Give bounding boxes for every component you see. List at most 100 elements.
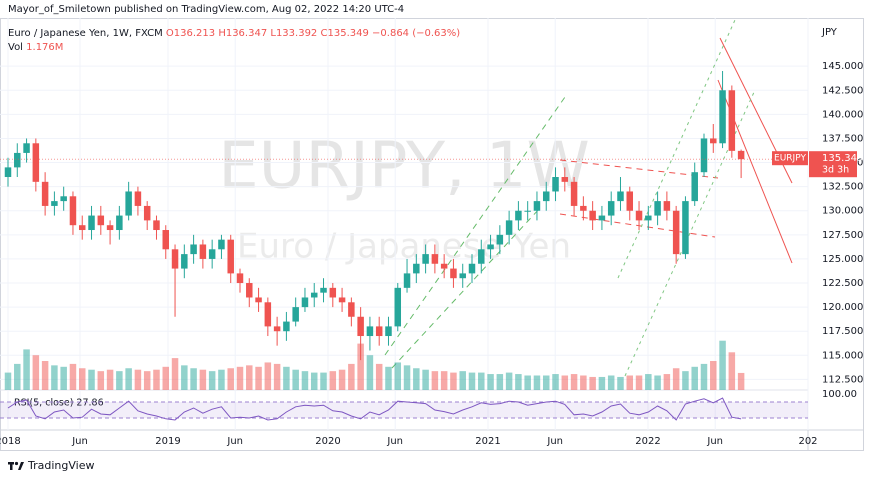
price-label-bg: [809, 151, 857, 178]
volume-bar: [598, 376, 606, 390]
candle-body: [570, 181, 578, 206]
volume-bar: [143, 371, 151, 390]
volume-bar: [617, 376, 624, 390]
y-tick-label: 122.500: [822, 278, 863, 289]
candle-body: [283, 321, 290, 332]
y-tick-label: 127.500: [822, 230, 863, 241]
countdown-label: 3d 3h: [822, 165, 849, 176]
volume-bar: [264, 362, 272, 390]
x-tick-label: Jun: [706, 436, 723, 447]
volume-bar: [515, 374, 522, 390]
y-tick-label: 142.500: [822, 85, 863, 96]
legend-low: L133.392: [270, 28, 318, 39]
x-tick-label: Jun: [546, 436, 563, 447]
volume-bar: [162, 366, 170, 390]
candle-body: [450, 268, 457, 279]
volume-bar: [728, 352, 736, 390]
candle-body: [617, 191, 624, 202]
volume-bar: [496, 374, 504, 390]
candle-body: [88, 215, 95, 231]
volume-bar: [403, 365, 411, 390]
trend-line: [391, 207, 541, 369]
candle-body: [51, 201, 58, 206]
legend: Euro / Japanese Yen, 1W, FXCM O136.213 H…: [8, 28, 460, 39]
volume-bar: [580, 375, 587, 390]
volume-bar: [645, 374, 652, 390]
candle-body: [41, 181, 49, 206]
candle-body: [403, 273, 411, 288]
volume-bar: [468, 372, 476, 390]
candle-body: [700, 138, 708, 173]
legend-symbol: Euro / Japanese Yen, 1W, FXCM: [8, 28, 163, 39]
volume-bar: [487, 374, 494, 390]
volume-bar: [283, 366, 290, 390]
y-tick-label: 125.000: [822, 254, 863, 265]
candle-body: [69, 196, 77, 226]
volume-bar: [236, 366, 244, 390]
candle-body: [153, 220, 160, 231]
y-tick-label: 137.500: [822, 133, 863, 144]
candle-body: [645, 215, 652, 221]
candle-body: [171, 249, 179, 269]
volume-bar: [431, 371, 439, 390]
x-tick-label: 202: [798, 436, 817, 447]
candle-body: [394, 287, 402, 327]
candle-body: [301, 297, 309, 308]
volume-bar: [255, 366, 262, 390]
candle-body: [431, 254, 439, 264]
rsi-tick-label: 100.00: [822, 389, 857, 400]
volume-bar: [654, 375, 661, 390]
y-tick-label: 117.500: [822, 326, 863, 337]
candle-body: [478, 249, 485, 264]
volume-bar: [338, 369, 346, 390]
candle-body: [97, 215, 105, 226]
y-tick-label: 112.500: [822, 374, 863, 385]
volume-bar: [459, 371, 466, 390]
candle-body: [236, 273, 244, 284]
candle-body: [60, 196, 67, 202]
rsi-label: RSI(5, close) 27.86: [14, 398, 104, 409]
candle-body: [199, 244, 207, 259]
candle-body: [14, 152, 21, 168]
volume-bar: [273, 363, 281, 390]
volume-bar: [88, 369, 95, 390]
candle-body: [440, 263, 448, 269]
candle-body: [561, 177, 569, 182]
x-tick-label: 2018: [0, 436, 21, 447]
candle-body: [719, 90, 726, 144]
x-tick-label: 2019: [155, 436, 180, 447]
candle-body: [422, 254, 429, 264]
volume-bar: [524, 375, 531, 390]
candle-body: [524, 210, 531, 212]
volume-bar: [663, 374, 671, 390]
y-tick-label: 145.000: [822, 61, 863, 72]
volume-bar: [672, 368, 680, 390]
candle-body: [190, 244, 197, 255]
y-tick-label: 115.000: [822, 350, 863, 361]
trend-line: [617, 19, 736, 279]
vol-value: 1.176M: [26, 42, 64, 53]
volume-bar: [348, 363, 355, 390]
volume-bar: [719, 340, 726, 390]
volume-bar: [208, 371, 216, 390]
volume-bar: [440, 371, 448, 390]
volume-bar: [190, 368, 197, 390]
volume-bar: [23, 349, 30, 390]
candle-body: [23, 143, 30, 153]
price-label: 135.349: [822, 153, 863, 164]
volume-bar: [320, 372, 327, 390]
volume-bar: [41, 361, 49, 390]
volume-bar: [422, 369, 429, 390]
volume-bar: [97, 371, 105, 390]
candle-body: [357, 316, 364, 337]
volume-bar: [561, 375, 569, 390]
x-tick-label: Jun: [71, 436, 88, 447]
volume-bar: [478, 372, 485, 390]
logo: [8, 461, 24, 470]
candle-body: [663, 201, 671, 211]
candle-body: [32, 143, 40, 182]
candle-body: [459, 273, 466, 279]
volume-bar: [691, 366, 698, 390]
candle-body: [208, 249, 216, 259]
